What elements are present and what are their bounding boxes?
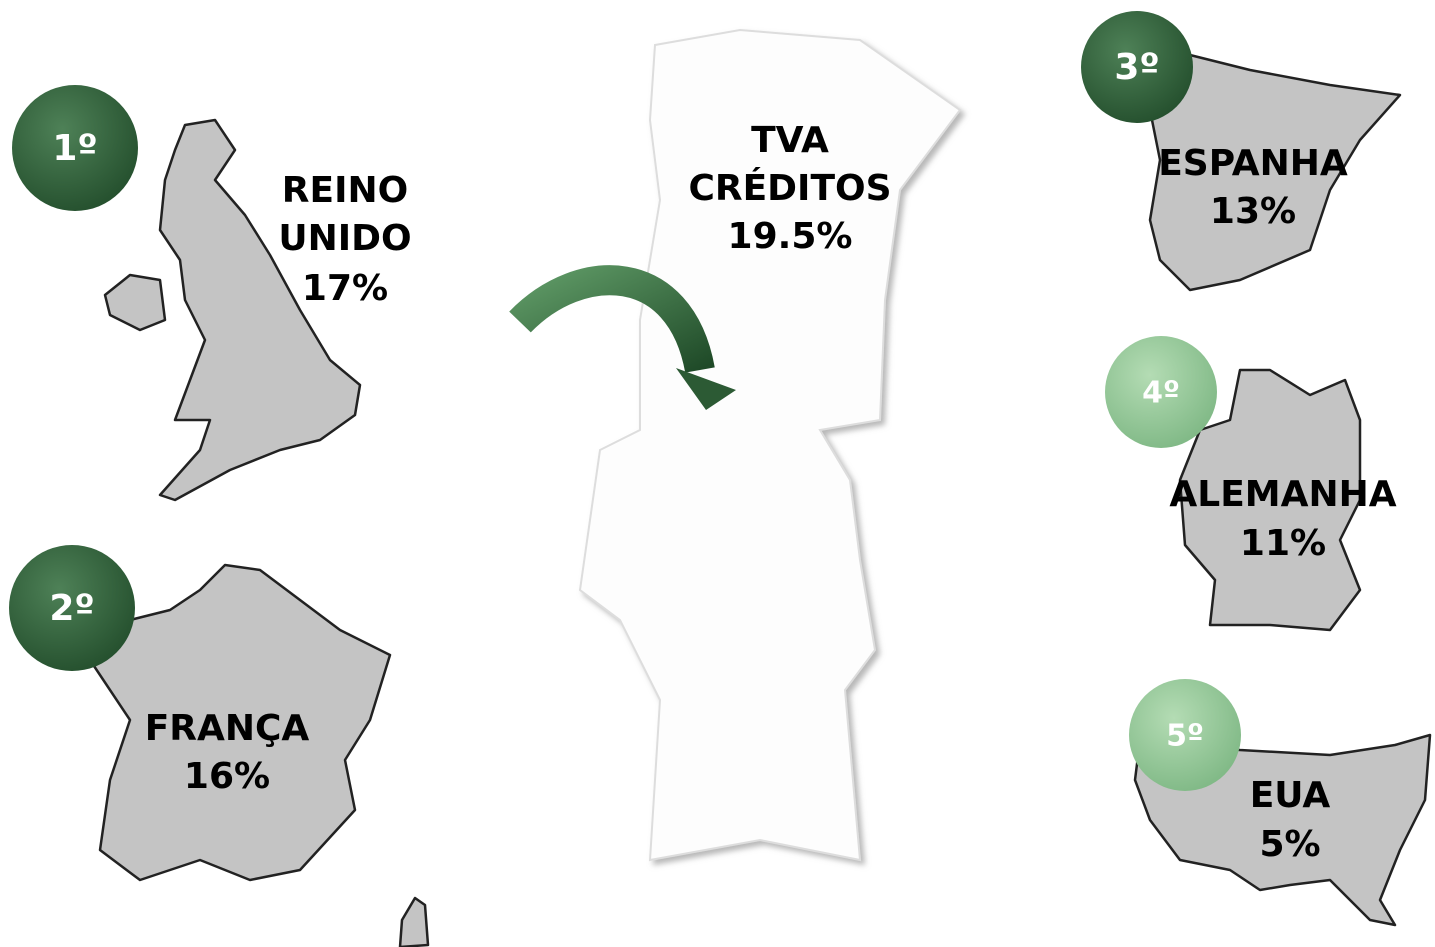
country-share: 13%: [1210, 191, 1296, 232]
map-portugal: [578, 28, 962, 862]
country-share: 5%: [1259, 824, 1320, 865]
arrow: [509, 265, 715, 374]
country-name: EUA: [1250, 775, 1331, 816]
map-northern-ireland: [103, 273, 167, 332]
map-corsica: [398, 896, 430, 947]
country-share: 17%: [302, 268, 388, 309]
hub-share: 19.5%: [728, 216, 853, 257]
rank: 4º: [1142, 376, 1180, 411]
hub-label: TVA: [751, 120, 829, 161]
rank: 2º: [49, 588, 94, 629]
country-name: ALEMANHA: [1169, 474, 1396, 515]
map-uk: [158, 118, 362, 502]
rank-badge: [1081, 11, 1193, 123]
country-share: 16%: [184, 756, 270, 797]
rank-badge: [12, 85, 138, 211]
map-spain: [1148, 53, 1402, 292]
rank: 1º: [52, 128, 97, 169]
arrow-head: [676, 368, 736, 410]
rank: 5º: [1166, 719, 1204, 754]
country-name: REINO: [282, 170, 408, 211]
country-share: 11%: [1240, 523, 1326, 564]
rank-badge: [1129, 679, 1241, 791]
map-germany: [1178, 368, 1362, 632]
country-name: ESPANHA: [1158, 143, 1348, 184]
rank-badge: [1105, 336, 1217, 448]
hub-label: CRÉDITOS: [688, 167, 891, 209]
country-name: UNIDO: [278, 218, 411, 259]
rank-badge: [9, 545, 135, 671]
rank: 3º: [1114, 47, 1159, 88]
country-name: FRANÇA: [145, 708, 310, 749]
